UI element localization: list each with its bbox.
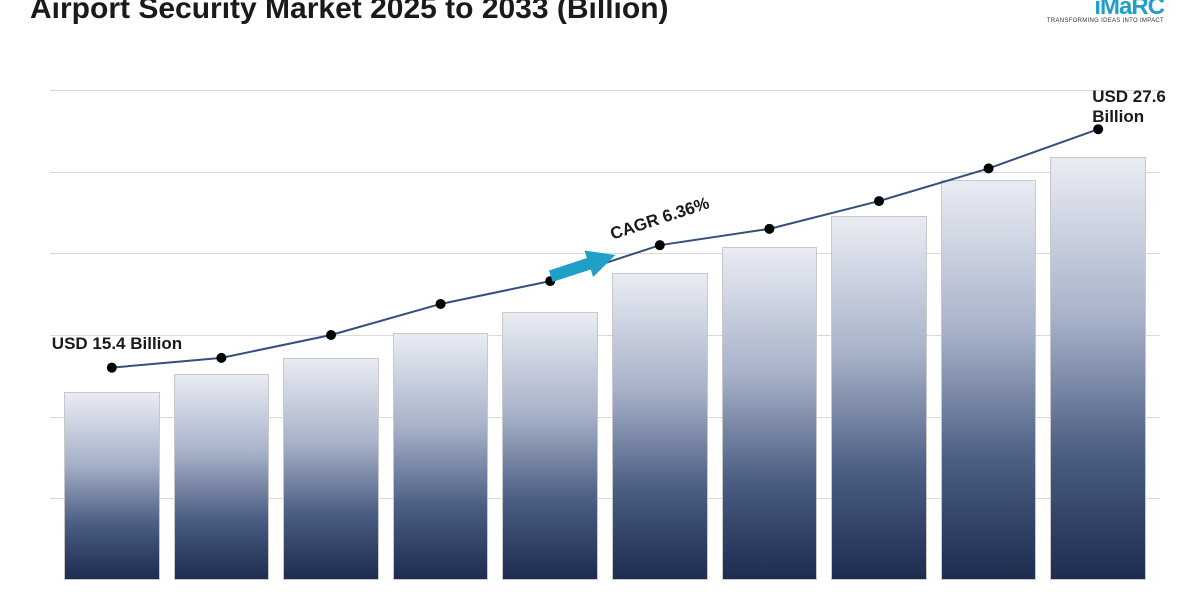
end-value-label: USD 27.6Billion: [1092, 87, 1166, 127]
line-marker: [326, 330, 336, 340]
logo-text: iMaRC: [1047, 0, 1164, 18]
line-marker: [764, 224, 774, 234]
chart-title: Airport Security Market 2025 to 2033 (Bi…: [30, 0, 669, 26]
chart-plot-area: USD 15.4 BillionUSD 27.6BillionCAGR 6.36…: [50, 90, 1160, 580]
logo-tagline: TRANSFORMING IDEAS INTO IMPACT: [1047, 18, 1164, 24]
line-marker: [874, 196, 884, 206]
trend-line: [50, 90, 1160, 580]
logo: iMaRC TRANSFORMING IDEAS INTO IMPACT: [1047, 0, 1164, 24]
line-marker: [436, 299, 446, 309]
start-value-label: USD 15.4 Billion: [52, 334, 182, 354]
line-marker: [984, 163, 994, 173]
line-marker: [107, 363, 117, 373]
line-marker: [655, 240, 665, 250]
line-marker: [216, 353, 226, 363]
